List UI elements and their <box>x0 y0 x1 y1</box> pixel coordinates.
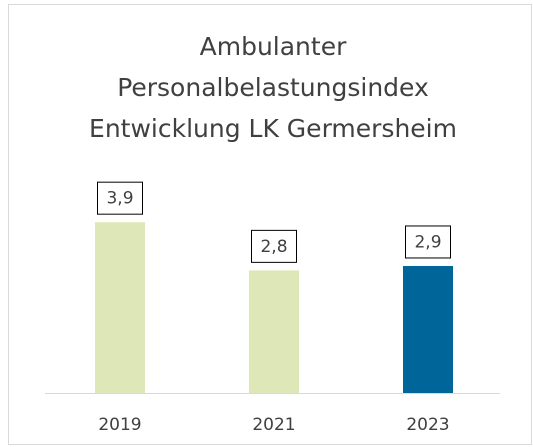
chart-title: Ambulanter <box>200 32 347 61</box>
value-label: 2,8 <box>260 237 287 257</box>
value-label-box <box>405 225 451 259</box>
value-label-box <box>251 229 297 263</box>
value-label: 2,9 <box>414 232 441 252</box>
x-tick-label: 2019 <box>98 415 141 435</box>
bar <box>95 222 145 393</box>
value-label: 3,9 <box>106 189 133 209</box>
chart-title: Entwicklung LK Germersheim <box>89 114 457 143</box>
value-label-box <box>97 181 143 215</box>
bar <box>249 270 299 393</box>
bar <box>403 265 453 393</box>
chart-title: Personalbelastungsindex <box>117 73 429 102</box>
x-tick-label: 2021 <box>252 415 295 435</box>
x-tick-label: 2023 <box>406 415 449 435</box>
